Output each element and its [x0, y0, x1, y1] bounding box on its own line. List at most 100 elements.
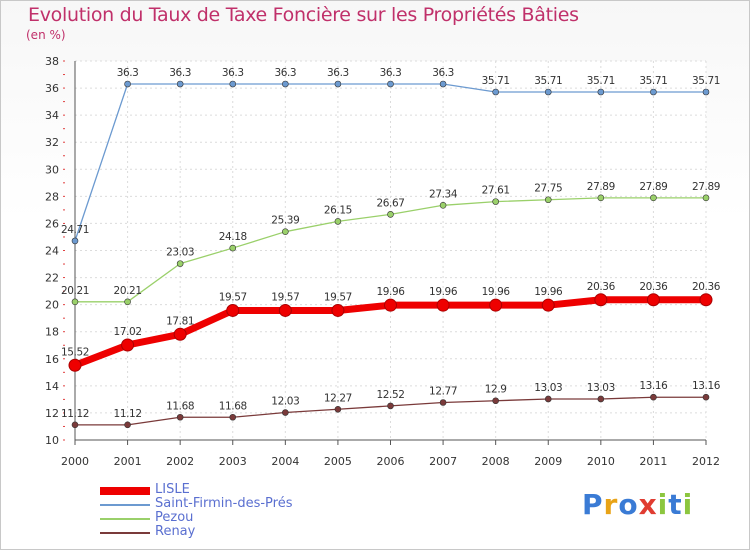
legend-label: Renay — [155, 524, 196, 539]
data-point — [492, 397, 499, 405]
data-point — [229, 80, 237, 88]
data-label: 20.36 — [639, 281, 668, 293]
data-point — [282, 80, 289, 88]
data-point — [492, 88, 499, 96]
data-label: 20.36 — [587, 281, 616, 293]
data-label: 12.52 — [376, 389, 404, 401]
data-label: 36.3 — [380, 67, 402, 79]
data-label: 19.57 — [324, 291, 352, 303]
y-tick-label: 14 — [45, 380, 59, 393]
data-label: 20.36 — [692, 281, 721, 293]
data-point — [387, 211, 394, 218]
legend-label: LISLE — [155, 482, 190, 497]
data-point — [597, 88, 605, 96]
y-tick-label: 30 — [45, 163, 59, 176]
data-label: 27.61 — [482, 185, 510, 197]
legend-swatch — [100, 504, 150, 506]
y-tick-label: 10 — [45, 434, 59, 447]
data-label: 36.3 — [222, 67, 244, 79]
data-point — [384, 298, 397, 312]
y-tick-label: 12 — [45, 407, 59, 420]
x-tick-label: 2010 — [587, 455, 615, 468]
data-label: 35.71 — [692, 75, 720, 87]
data-label: 27.89 — [587, 181, 615, 193]
chart-title: Evolution du Taux de Taxe Foncière sur l… — [28, 4, 579, 26]
data-label: 12.77 — [429, 386, 457, 398]
data-point — [492, 198, 499, 205]
logo-letter: i — [657, 488, 669, 521]
data-label: 13.16 — [692, 380, 721, 392]
data-point — [124, 421, 131, 429]
data-point — [173, 327, 187, 341]
data-point — [650, 88, 657, 96]
x-tick-label: 2005 — [324, 455, 352, 468]
data-point — [436, 298, 450, 312]
data-label: 19.96 — [482, 286, 511, 298]
data-label: 11.68 — [219, 400, 247, 412]
x-tick-label: 2007 — [429, 455, 457, 468]
data-point — [176, 260, 184, 267]
data-label: 11.12 — [61, 408, 89, 420]
data-label: 19.57 — [271, 291, 299, 303]
data-label: 11.12 — [114, 408, 142, 420]
data-label: 12.03 — [271, 396, 299, 408]
data-point — [439, 399, 447, 406]
data-point — [71, 298, 79, 306]
logo-letter: i — [682, 488, 694, 521]
data-label: 15.52 — [61, 346, 89, 358]
data-point — [176, 80, 184, 88]
y-tick-label: 38 — [45, 55, 59, 68]
data-point — [331, 303, 345, 317]
data-point — [646, 293, 660, 307]
y-tick-label: 36 — [45, 82, 59, 95]
legend-label: Pezou — [155, 510, 194, 525]
data-label: 35.71 — [482, 75, 510, 87]
data-label: 11.68 — [166, 400, 194, 412]
y-tick-label: 34 — [45, 109, 59, 122]
data-point — [597, 395, 605, 403]
logo-letter: P — [582, 488, 604, 521]
data-point — [334, 218, 342, 225]
y-tick-label: 28 — [45, 190, 59, 203]
data-point — [387, 402, 394, 410]
data-label: 23.03 — [166, 247, 194, 259]
data-point — [176, 413, 184, 421]
data-label: 13.16 — [639, 380, 668, 392]
data-label: 12.9 — [485, 384, 507, 396]
y-tick-label: 18 — [45, 326, 59, 339]
legend-swatch — [100, 532, 150, 534]
data-label: 20.21 — [114, 285, 142, 297]
logo-letter: o — [618, 488, 639, 521]
data-point — [278, 303, 292, 317]
data-point — [282, 228, 289, 235]
data-label: 27.89 — [639, 181, 667, 193]
data-label: 19.96 — [376, 286, 405, 298]
x-tick-label: 2009 — [534, 455, 562, 468]
data-label: 26.67 — [376, 197, 404, 209]
data-label: 36.3 — [432, 67, 454, 79]
data-label: 19.96 — [429, 286, 458, 298]
data-label: 20.21 — [61, 285, 89, 297]
x-tick-label: 2006 — [377, 455, 405, 468]
data-point — [68, 358, 82, 372]
data-point — [121, 338, 135, 352]
data-label: 24.18 — [219, 231, 247, 243]
legend-label: Saint-Firmin-des-Prés — [155, 496, 293, 511]
chart-subtitle: (en %) — [26, 28, 66, 42]
data-point — [71, 237, 79, 245]
y-tick-label: 26 — [45, 217, 59, 230]
x-tick-label: 2004 — [271, 455, 299, 468]
data-label: 36.3 — [327, 67, 349, 79]
legend-swatch — [100, 487, 150, 495]
data-point — [541, 298, 555, 312]
data-point — [544, 88, 552, 96]
data-point — [702, 194, 710, 202]
data-label: 17.02 — [114, 326, 142, 338]
data-point — [229, 413, 237, 421]
data-label: 36.3 — [117, 67, 139, 79]
data-point — [597, 194, 605, 202]
data-point — [334, 405, 342, 413]
x-tick-label: 2002 — [166, 455, 194, 468]
y-tick-label: 16 — [45, 353, 59, 366]
